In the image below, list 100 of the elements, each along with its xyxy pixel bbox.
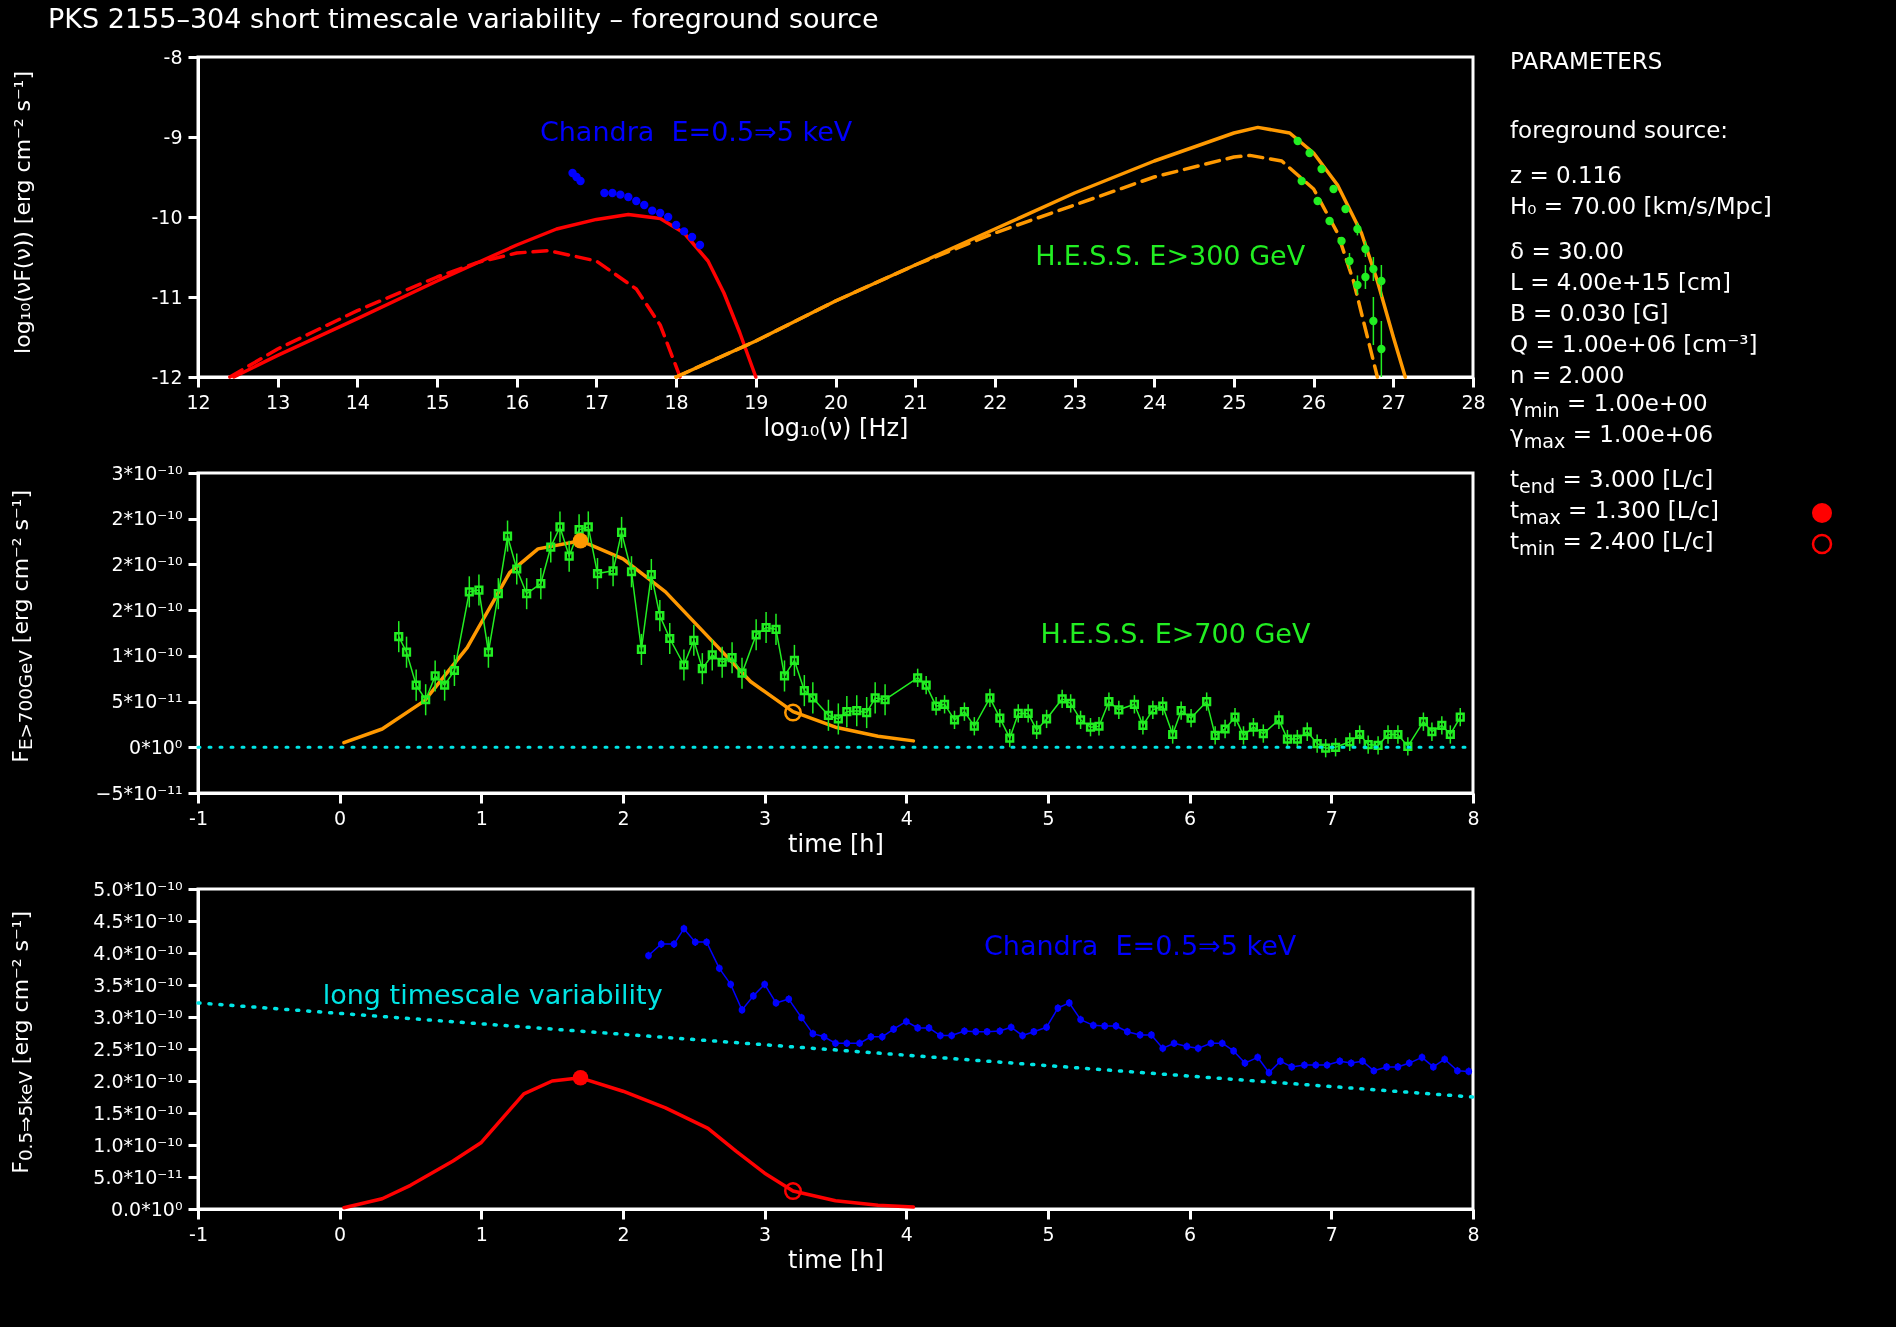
text: δ = 30.00 — [1510, 237, 1625, 264]
point — [648, 206, 657, 215]
x-tick-label: 24 — [1142, 390, 1167, 413]
x-tick-label: 5 — [1042, 806, 1055, 829]
y-tick-label: 0*10⁰ — [129, 735, 183, 758]
x-tick-label: 3 — [759, 1222, 772, 1245]
point — [687, 232, 697, 242]
x-tick-label: 2 — [617, 806, 630, 829]
x-axis-title: log₁₀(ν) [Hz] — [763, 413, 909, 442]
x-tick-label: -1 — [189, 806, 208, 829]
y-tick-label: 5*10⁻¹¹ — [111, 690, 183, 713]
series-label: H.E.S.S. E>300 GeV — [1035, 240, 1306, 271]
x-tick-label: 18 — [664, 390, 689, 413]
y-tick-label: 5.0*10⁻¹⁰ — [93, 877, 183, 900]
point — [608, 188, 617, 198]
y-tick-label: 1.5*10⁻¹⁰ — [93, 1101, 183, 1124]
x-tick-label: 7 — [1325, 806, 1338, 829]
x-tick-label: 25 — [1222, 390, 1247, 413]
text: Q = 1.00e+06 [cm⁻³] — [1510, 330, 1759, 357]
x-tick-label: 14 — [345, 390, 370, 413]
y-tick-label: 1*10⁻¹⁰ — [111, 644, 183, 667]
x-tick-label: 22 — [983, 390, 1008, 413]
point — [576, 176, 585, 186]
x-tick-label: 15 — [425, 390, 450, 413]
y-tick-label: 0.0*10⁰ — [110, 1197, 183, 1220]
chart-title: PKS 2155–304 short timescale variability – foreground source — [48, 3, 879, 34]
y-tick-label: 2.0*10⁻¹⁰ — [93, 1069, 183, 1092]
x-tick-label: 12 — [186, 390, 211, 413]
point — [1305, 148, 1314, 158]
point — [1341, 204, 1350, 214]
x-tick-label: 6 — [1184, 1222, 1197, 1245]
x-tick-label: 8 — [1467, 1222, 1480, 1245]
y-axis-title: log₁₀(νF(ν)) [erg cm⁻² s⁻¹] — [9, 70, 35, 354]
point — [1329, 184, 1338, 194]
point — [632, 196, 641, 206]
x-tick-label: 1 — [475, 1222, 488, 1245]
series-label: Chandra E=0.5⇒5 keV — [539, 116, 853, 147]
point — [1297, 176, 1306, 186]
point — [663, 212, 673, 222]
y-tick-label: 2*10⁻¹⁰ — [111, 552, 183, 575]
x-tick-label: 16 — [505, 390, 530, 413]
y-tick-label: 2*10⁻¹⁰ — [111, 507, 183, 530]
y-tick-label: −5*10⁻¹¹ — [95, 781, 183, 804]
y-tick-label: 2*10⁻¹⁰ — [111, 598, 183, 621]
text: t$_{min}$ = 2.400 [L/c] — [1510, 527, 1715, 560]
text: B = 0.030 [G] — [1510, 299, 1670, 326]
text: Chandra E=0.5⇒5 keV — [983, 929, 1297, 961]
text: PARAMETERS — [1510, 48, 1664, 74]
x-tick-label: 20 — [823, 390, 849, 413]
x-axis-title: time [h] — [788, 829, 884, 858]
series-label: long timescale variability — [322, 978, 663, 1010]
point — [671, 220, 681, 230]
x-tick-label: 8 — [1467, 806, 1480, 829]
y-tick-label: 4.5*10⁻¹⁰ — [93, 909, 183, 932]
x-tick-label: 23 — [1062, 390, 1088, 413]
x-axis-title: time [h] — [788, 1245, 884, 1274]
point — [656, 208, 665, 218]
x-tick-label: 17 — [584, 390, 610, 413]
point — [624, 192, 633, 202]
y-tick-label: -10 — [151, 205, 183, 228]
x-tick-label: 2 — [617, 1222, 630, 1245]
x-tick-label: 13 — [266, 390, 291, 413]
x-tick-label: 26 — [1302, 390, 1327, 413]
text: t$_{max}$ = 1.300 [L/c] — [1510, 496, 1720, 529]
y-tick-label: 4.0*10⁻¹⁰ — [93, 941, 183, 964]
point — [640, 200, 649, 210]
x-tick-label: 21 — [903, 390, 928, 413]
text: z = 0.116 — [1510, 161, 1623, 188]
y-tick-label: 3.0*10⁻¹⁰ — [93, 1005, 183, 1028]
x-tick-label: 5 — [1042, 1222, 1055, 1245]
x-tick-label: 0 — [334, 1222, 347, 1245]
y-tick-label: 5.0*10⁻¹¹ — [93, 1165, 183, 1188]
y-tick-label: -11 — [151, 285, 183, 308]
x-tick-label: 4 — [900, 806, 913, 829]
point — [1293, 136, 1302, 146]
x-tick-label: 3 — [759, 806, 772, 829]
y-tick-label: -9 — [163, 125, 183, 148]
x-tick-label: 28 — [1461, 390, 1486, 413]
x-tick-label: 7 — [1325, 1222, 1338, 1245]
x-tick-label: -1 — [189, 1222, 208, 1245]
y-tick-label: 1.0*10⁻¹⁰ — [93, 1133, 183, 1156]
point — [1325, 216, 1334, 226]
point — [1337, 236, 1346, 246]
series-label: H.E.S.S. E>700 GeV — [1040, 617, 1311, 649]
x-tick-label: 1 — [475, 806, 488, 829]
x-tick-label: 6 — [1184, 806, 1197, 829]
x-tick-label: 19 — [744, 390, 769, 413]
point — [1317, 164, 1326, 174]
text: γ$_{max}$ = 1.00e+06 — [1510, 420, 1715, 453]
text: γ$_{min}$ = 1.00e+00 — [1510, 389, 1709, 422]
text: H₀ = 70.00 [km/s/Mpc] — [1510, 192, 1773, 219]
y-tick-label: 3*10⁻¹⁰ — [111, 461, 183, 484]
point — [616, 190, 625, 199]
point — [600, 188, 609, 198]
x-tick-label: 4 — [900, 1222, 913, 1245]
y-tick-label: 2.5*10⁻¹⁰ — [93, 1037, 183, 1060]
text: t$_{end}$ = 3.000 [L/c] — [1510, 465, 1715, 498]
x-tick-label: 27 — [1381, 390, 1406, 413]
text: foreground source: — [1510, 116, 1730, 143]
y-tick-label: 3.5*10⁻¹⁰ — [93, 973, 183, 996]
